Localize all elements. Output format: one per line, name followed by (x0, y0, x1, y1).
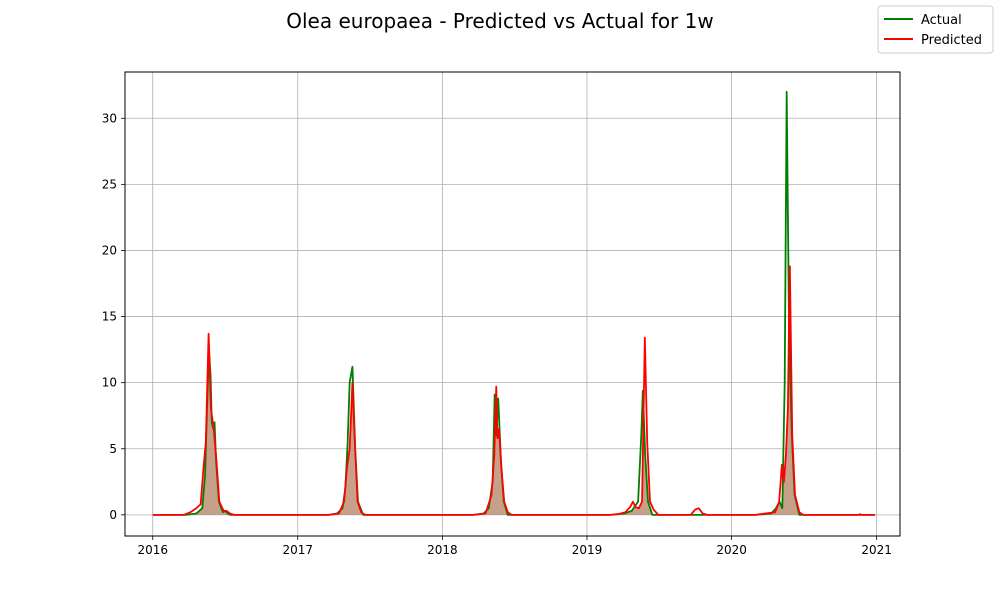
series-line-predicted (152, 265, 876, 516)
legend-label-predicted: Predicted (921, 33, 982, 48)
y-tick-label: 30 (102, 111, 117, 125)
x-tick-label: 2020 (716, 543, 747, 557)
chart-title: Olea europaea - Predicted vs Actual for … (286, 9, 713, 33)
y-tick-label: 25 (102, 177, 117, 191)
y-axis: 0 5 10 15 20 25 30 (102, 111, 125, 522)
legend-label-actual: Actual (921, 13, 962, 28)
legend: Actual Predicted (877, 5, 994, 54)
series-lines (152, 90, 876, 516)
y-tick-label: 0 (109, 508, 117, 522)
x-tick-label: 2016 (137, 543, 168, 557)
y-tick-label: 20 (102, 243, 117, 257)
x-tick-label: 2019 (572, 543, 603, 557)
plot-frame (124, 71, 901, 537)
x-tick-label: 2021 (861, 543, 892, 557)
legend-box (877, 5, 994, 54)
x-axis: 2016 2017 2018 2019 2020 2021 (137, 536, 892, 557)
y-tick-label: 5 (109, 442, 117, 456)
y-tick-label: 10 (102, 376, 117, 390)
x-tick-label: 2018 (427, 543, 458, 557)
x-tick-label: 2017 (282, 543, 313, 557)
y-tick-label: 15 (102, 310, 117, 324)
